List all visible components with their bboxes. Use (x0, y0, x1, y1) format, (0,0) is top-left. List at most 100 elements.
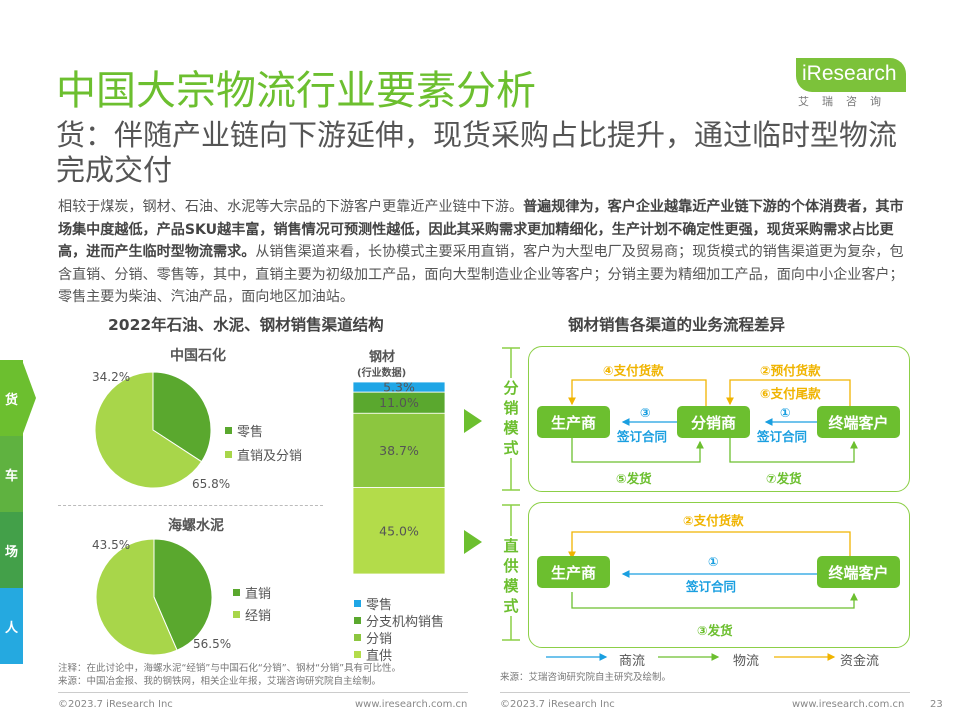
side-tab-pointer-icon (22, 360, 36, 436)
conch-label-dealer-value: 56.5% (193, 637, 232, 651)
legend-text: 分支机构销售 (366, 615, 445, 630)
steel-chart-title: 钢材 (369, 350, 396, 365)
legend-swatch (354, 600, 361, 607)
legend-swatch (225, 451, 232, 458)
sinopec-pie-slice-1 (94, 371, 203, 489)
conch-legend-direct: 直销 (233, 583, 271, 602)
conch-pie-slice-0 (153, 538, 213, 651)
legend-swatch (233, 589, 240, 596)
flow-legend-lines (546, 653, 836, 661)
side-tab-site[interactable]: 场 (0, 512, 23, 588)
direct-flow-contract: 签订合同 (686, 579, 737, 594)
sinopec-pie-chart (94, 371, 212, 489)
side-tab-label: 场 (4, 544, 18, 560)
steel-legend-direct: 直供 (354, 645, 392, 664)
page-number: 23 (930, 699, 943, 710)
footer-divider (58, 692, 468, 693)
flow-contract-num-left: ③ (640, 405, 651, 420)
footer-divider (500, 692, 910, 693)
conch-pie-slice-1 (95, 538, 178, 656)
steel-legend-branch: 分支机构销售 (354, 611, 444, 630)
distribution-flow-box (528, 346, 910, 492)
flow-pay-final: ⑥支付尾款 (760, 386, 821, 401)
legend-text: 零售 (237, 425, 264, 440)
distribution-mode-label: 分销模式 (503, 378, 519, 458)
side-tab-label: 货 (4, 392, 18, 408)
side-tab-goods[interactable]: 货 (0, 360, 23, 436)
flow-arrows (568, 379, 858, 609)
node-customer: 终端客户 (817, 406, 900, 438)
legend-text: 直供 (366, 649, 393, 664)
legend-business-flow: 商流 (619, 654, 646, 669)
body-text-normal-1: 相较于煤炭，钢材、石油、水泥等大宗品的下游客户更靠近产业链中下游。 (58, 199, 524, 215)
steel-bar-label-1: 11.0% (379, 395, 419, 410)
flow-contract-num-right: ① (780, 405, 791, 420)
right-source: 来源：艾瑞咨询研究院自主研究及绘制。 (500, 672, 672, 683)
sinopec-label-retail-value: 34.2% (92, 370, 131, 384)
flow-contract-left: 签订合同 (617, 429, 668, 444)
page-title: 中国大宗物流行业要素分析 (56, 68, 536, 114)
side-tab-label: 人 (4, 620, 18, 636)
arrow-right-icon (464, 409, 482, 433)
side-tab-vehicle[interactable]: 车 (0, 436, 23, 512)
body-text-normal-2: 从销售渠道来看，长协模式主要采用直销，客户为大型电厂及贸易商；现货模式的销售渠道… (58, 244, 904, 305)
steel-bar-segment-3 (353, 487, 445, 574)
footer-url-right: www.iresearch.com.cn (792, 699, 905, 710)
left-source: 来源：中国冶金报、我的钢铁网，相关企业年报，艾瑞咨询研究院自主绘制。 (58, 676, 382, 687)
steel-bar-label-3: 45.0% (379, 523, 419, 538)
node-producer-direct: 生产商 (537, 556, 610, 588)
logo-chinese-name: 艾瑞咨询 (798, 95, 894, 108)
legend-swatch (354, 634, 361, 641)
conch-chart-title: 海螺水泥 (168, 518, 224, 534)
flow-contract-right: 签订合同 (757, 429, 808, 444)
side-tab-label: 车 (4, 468, 18, 484)
flow-pay-goods: ④支付货款 (603, 363, 664, 378)
sinopec-label-direct-value: 65.8% (192, 477, 231, 491)
body-paragraph: 相较于煤炭，钢材、石油、水泥等大宗品的下游客户更靠近产业链中下游。普遍规律为，客… (58, 196, 910, 309)
side-tab-people[interactable]: 人 (0, 588, 23, 664)
iresearch-logo: iResearch (796, 58, 906, 92)
steel-stacked-bar: 5.3%11.0% 38.7% 45.0% (353, 382, 445, 574)
footer-copyright-right: ©2023.7 iResearch Inc (500, 699, 615, 710)
footer-copyright: ©2023.7 iResearch Inc (58, 699, 173, 710)
legend-swatch (354, 617, 361, 624)
legend-text: 直销及分销 (237, 449, 303, 464)
body-text-bold: 普遍规律为，客户企业越靠近产业链下游的个体消费者，其市场集中度越低，产品SKU越… (58, 199, 904, 260)
legend-swatch (225, 427, 232, 434)
flow-ship-right: ⑦发货 (766, 471, 802, 486)
left-footnote: 注释：在此讨论中，海螺水泥“经销”与中国石化“分销”、钢材“分销”具有可比性。 (58, 663, 402, 674)
conch-label-direct-value: 43.5% (92, 538, 131, 552)
legend-swatch (233, 611, 240, 618)
direct-flow-contract-num: ① (708, 554, 719, 569)
legend-logistics-flow: 物流 (733, 654, 760, 669)
arrow-right-icon (464, 530, 482, 554)
legend-text: 零售 (366, 598, 393, 613)
steel-legend-distribution: 分销 (354, 628, 392, 647)
page-subtitle: 货：伴随产业链向下游延伸，现货采购占比提升，通过临时型物流完成交付 (56, 118, 898, 187)
legend-text: 分销 (366, 632, 393, 647)
direct-flow-ship: ③发货 (697, 623, 733, 638)
footer-url: www.iresearch.com.cn (355, 699, 468, 710)
sinopec-legend-direct: 直销及分销 (225, 445, 302, 464)
steel-bar-segment-2 (353, 412, 445, 489)
steel-legend-retail: 零售 (354, 594, 392, 613)
legend-text: 经销 (245, 609, 272, 624)
node-producer: 生产商 (537, 406, 610, 438)
right-section-title: 钢材销售各渠道的业务流程差异 (568, 316, 786, 334)
node-customer-direct: 终端客户 (817, 556, 900, 588)
panel-divider (58, 505, 323, 506)
flow-prepay: ②预付货款 (760, 363, 821, 378)
flow-ship-left: ⑤发货 (616, 471, 652, 486)
legend-text: 直销 (245, 587, 272, 602)
steel-chart-subtitle: (行业数据) (357, 368, 407, 379)
direct-flow-box (528, 502, 910, 648)
legend-capital-flow: 资金流 (840, 654, 880, 669)
sinopec-legend-retail: 零售 (225, 421, 263, 440)
sinopec-chart-title: 中国石化 (170, 348, 226, 364)
direct-flow-pay: ②支付货款 (683, 513, 744, 528)
conch-pie-chart (95, 538, 213, 656)
node-distributor: 分销商 (677, 406, 750, 438)
direct-mode-label: 直供模式 (503, 536, 519, 616)
steel-bar-label-0: 5.3% (383, 382, 415, 395)
left-section-title: 2022年石油、水泥、钢材销售渠道结构 (108, 316, 384, 334)
